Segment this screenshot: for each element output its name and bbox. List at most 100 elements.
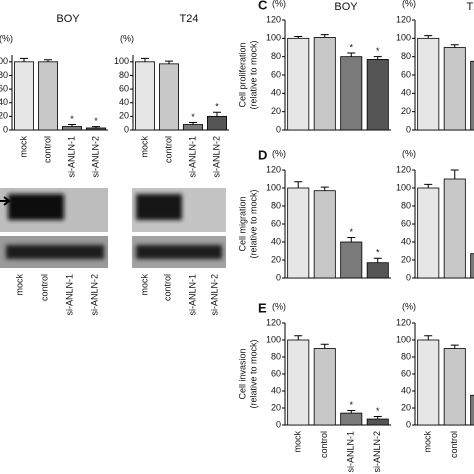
bar bbox=[366, 262, 389, 279]
error-bar bbox=[424, 35, 433, 39]
bar bbox=[340, 241, 363, 279]
blot-band bbox=[136, 245, 222, 259]
error-bar bbox=[141, 57, 149, 62]
bar bbox=[62, 126, 83, 131]
bar bbox=[287, 187, 310, 279]
y-axis-label: (relative to mock) bbox=[248, 339, 258, 408]
x-tick-label: si-ANLN-2 bbox=[89, 274, 99, 316]
error-bar bbox=[424, 183, 433, 188]
x-tick-label: si-ANLN-1 bbox=[66, 136, 76, 178]
significance-marker: * bbox=[191, 112, 195, 122]
y-axis-label: Cell proliferation bbox=[237, 42, 247, 107]
y-tick-label: 60 bbox=[119, 83, 129, 93]
bar bbox=[417, 187, 440, 279]
bar bbox=[38, 61, 59, 131]
bar bbox=[287, 339, 310, 426]
error-bar bbox=[347, 237, 356, 242]
bar bbox=[470, 253, 474, 279]
y-tick-label: 0 bbox=[276, 272, 281, 282]
bar bbox=[470, 60, 474, 131]
y-tick-label: 40 bbox=[0, 97, 8, 107]
chart-title: BOY bbox=[334, 1, 358, 13]
error-bar bbox=[373, 416, 382, 420]
y-tick-label: 100 bbox=[396, 182, 411, 192]
error-bar bbox=[450, 169, 459, 179]
bar bbox=[158, 63, 179, 131]
chart-title: T24 bbox=[180, 13, 199, 25]
arrow bbox=[0, 196, 11, 206]
x-tick-label: control bbox=[319, 431, 329, 458]
y-axis-label: (relative to mock) bbox=[248, 189, 258, 258]
error-bar bbox=[294, 335, 303, 340]
y-unit: (%) bbox=[0, 33, 13, 43]
y-tick-label: 40 bbox=[401, 236, 411, 246]
y-tick-label: 80 bbox=[0, 70, 8, 80]
y-unit: (%) bbox=[272, 301, 286, 311]
y-axis-label: Cell migration bbox=[237, 196, 247, 251]
significance-marker: * bbox=[349, 42, 353, 52]
y-tick-label: 120 bbox=[396, 14, 411, 24]
error-bar bbox=[213, 111, 221, 117]
y-tick-label: 100 bbox=[266, 33, 281, 43]
y-tick-label: 20 bbox=[119, 111, 129, 121]
y-tick-label: 40 bbox=[271, 88, 281, 98]
y-tick-label: 40 bbox=[401, 88, 411, 98]
bar bbox=[13, 61, 35, 131]
bar bbox=[340, 412, 363, 426]
y-tick-label: 60 bbox=[271, 69, 281, 79]
y-tick-label: 60 bbox=[401, 218, 411, 228]
x-tick-label: si-ANLN-2 bbox=[209, 274, 219, 316]
y-tick-label: 20 bbox=[271, 254, 281, 264]
y-tick-label: 60 bbox=[271, 368, 281, 378]
chart-title: BOY bbox=[56, 13, 80, 25]
y-tick-label: 20 bbox=[271, 106, 281, 116]
y-tick-label: 80 bbox=[401, 51, 411, 61]
y-tick-label: 100 bbox=[266, 334, 281, 344]
error-bar bbox=[320, 34, 329, 38]
error-bar bbox=[294, 36, 303, 39]
y-unit: (%) bbox=[120, 33, 134, 43]
y-tick-label: 120 bbox=[396, 317, 411, 327]
x-tick-label: mock bbox=[139, 136, 149, 158]
y-tick-label: 120 bbox=[266, 317, 281, 327]
x-tick-label: si-ANLN-1 bbox=[187, 136, 197, 178]
x-tick-label: si-ANLN-2 bbox=[211, 136, 221, 178]
bar bbox=[443, 178, 466, 279]
y-tick-label: 0 bbox=[276, 419, 281, 429]
y-tick-label: 40 bbox=[271, 385, 281, 395]
y-tick-label: 0 bbox=[276, 124, 281, 134]
error-bar bbox=[347, 410, 356, 414]
bar bbox=[417, 37, 440, 131]
y-tick-label: 60 bbox=[0, 83, 8, 93]
y-tick-label: 60 bbox=[401, 69, 411, 79]
y-tick-label: 40 bbox=[119, 97, 129, 107]
error-bar bbox=[450, 44, 459, 48]
panel-letter: E bbox=[258, 300, 267, 315]
x-tick-label: mock bbox=[18, 136, 28, 158]
x-tick-label: mock bbox=[14, 274, 24, 296]
y-tick-label: 40 bbox=[401, 385, 411, 395]
western-blot bbox=[0, 188, 226, 268]
significance-marker: * bbox=[349, 227, 353, 237]
error-bar bbox=[424, 335, 433, 340]
significance-marker: * bbox=[94, 116, 98, 126]
bar bbox=[313, 37, 336, 131]
y-tick-label: 0 bbox=[406, 272, 411, 282]
panel-letter: D bbox=[258, 147, 267, 162]
error-bar bbox=[320, 343, 329, 349]
blot-band bbox=[8, 194, 64, 220]
y-unit: (%) bbox=[402, 148, 416, 158]
y-unit: (%) bbox=[272, 0, 286, 8]
error-bar bbox=[294, 181, 303, 188]
panel-letter: C bbox=[258, 0, 268, 12]
x-tick-label: control bbox=[163, 136, 173, 163]
error-bar bbox=[373, 257, 382, 263]
y-tick-label: 40 bbox=[271, 236, 281, 246]
x-tick-label: si-ANLN-1 bbox=[64, 274, 74, 316]
x-tick-label: mock bbox=[139, 274, 149, 296]
y-unit: (%) bbox=[402, 301, 416, 311]
bar bbox=[366, 418, 389, 426]
error-bar bbox=[92, 126, 100, 128]
y-tick-label: 20 bbox=[0, 111, 8, 121]
